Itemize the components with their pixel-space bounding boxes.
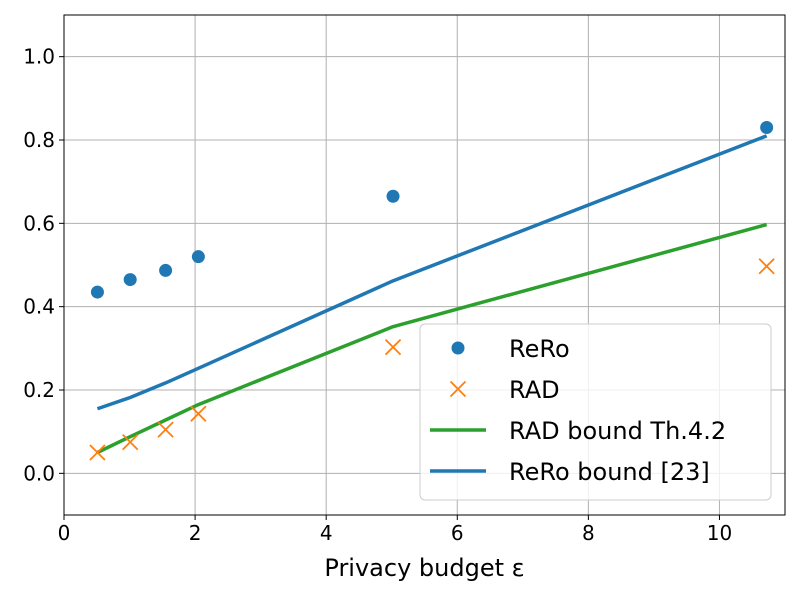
y-tick-label: 0.4	[23, 295, 55, 319]
series-rad	[89, 258, 775, 461]
legend-box	[419, 323, 772, 501]
data-point	[159, 263, 173, 277]
data-point	[122, 433, 139, 451]
data-point	[758, 258, 775, 275]
y-tick-label: 1.0	[23, 45, 55, 69]
plot-frame	[63, 14, 786, 516]
data-point	[157, 421, 174, 438]
x-tick-label: 6	[451, 521, 464, 545]
series-rad-bound-th-4-2	[96, 222, 768, 455]
series-line	[96, 134, 768, 411]
data-point	[123, 273, 137, 287]
data-point	[760, 121, 774, 134]
series-line	[96, 222, 768, 455]
data-point	[89, 444, 106, 461]
legend-label: RAD bound Th.4.2	[509, 417, 726, 445]
x-tick-label: 8	[582, 521, 595, 545]
x-tick-label: 10	[707, 521, 732, 545]
x-tick-label: 2	[189, 521, 202, 545]
series-rero-bound-23	[96, 134, 768, 411]
legend-label: ReRo bound [23]	[509, 458, 710, 486]
series-rero	[90, 121, 774, 299]
x-tick-label: 0	[58, 521, 71, 545]
data-point	[386, 189, 400, 203]
data-point	[191, 250, 205, 264]
legend-label: ReRo	[509, 335, 570, 363]
legend-x-marker	[449, 380, 467, 398]
grid	[63, 15, 785, 515]
x-tick-label: 4	[320, 521, 333, 545]
legend-label: RAD	[509, 376, 560, 404]
data-point	[190, 405, 207, 422]
axis-ticks: 0 2 4 6 8 10 0.0 0.2 0.4 0.6 0.8 1.0	[23, 45, 732, 545]
data-point	[90, 285, 104, 299]
data-point	[384, 338, 402, 356]
y-tick-label: 0.0	[23, 461, 55, 485]
y-tick-label: 0.2	[23, 378, 55, 402]
plot-series	[89, 121, 775, 461]
y-tick-label: 0.8	[23, 128, 55, 152]
x-axis-label: Privacy budget ε	[324, 554, 524, 582]
legend: ReRo RAD RAD bound Th.4.2 ReRo bound [23]	[419, 323, 772, 501]
legend-circle-marker	[451, 341, 465, 355]
y-tick-label: 0.6	[23, 211, 55, 235]
